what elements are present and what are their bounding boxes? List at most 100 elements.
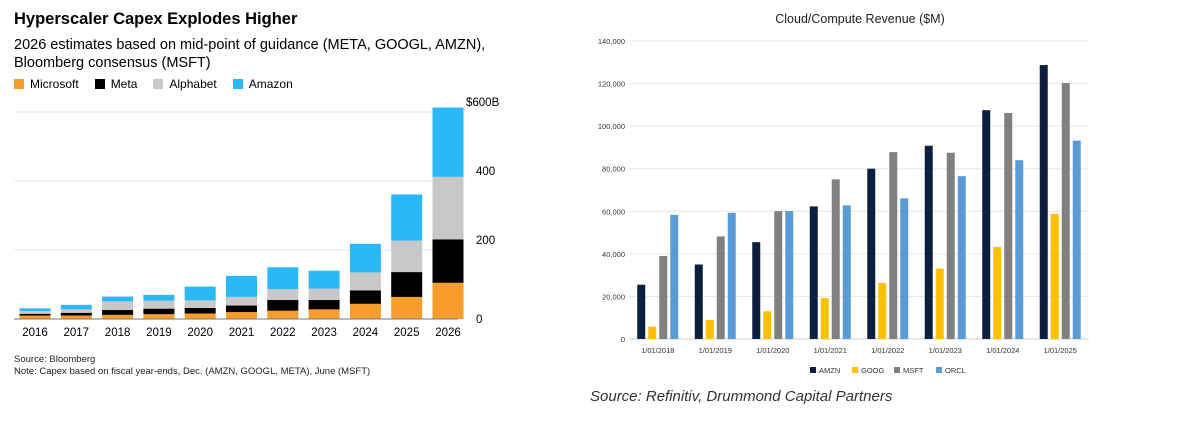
x-tick-label: 1/01/2020 xyxy=(756,346,789,355)
bar-meta xyxy=(226,305,257,313)
bar-alphabet xyxy=(308,288,340,301)
y-tick-label: 40,000 xyxy=(602,250,625,259)
x-tick-label: 2018 xyxy=(105,327,131,339)
legend-label: AMZN xyxy=(819,366,840,375)
x-tick-label: 1/01/2022 xyxy=(871,346,904,355)
bar-meta xyxy=(391,272,423,297)
bar-amazon xyxy=(226,275,257,297)
bar-alphabet xyxy=(184,300,216,308)
bar-goog xyxy=(820,298,829,339)
bar-microsoft xyxy=(143,314,175,319)
bar-microsoft xyxy=(19,315,51,319)
left-chart-title: Hyperscaler Capex Explodes Higher xyxy=(14,10,298,28)
bar-amzn xyxy=(637,284,646,339)
x-tick-label: 2021 xyxy=(229,327,255,339)
bar-microsoft xyxy=(60,315,92,319)
bar-alphabet xyxy=(143,300,175,309)
bar-amazon xyxy=(60,304,92,310)
x-tick-label: 1/01/2019 xyxy=(699,346,732,355)
bar-alphabet xyxy=(267,288,299,301)
legend-label: Alphabet xyxy=(169,77,217,91)
bar-microsoft xyxy=(432,282,464,319)
bar-msft xyxy=(946,152,955,339)
x-tick-label: 2017 xyxy=(64,327,90,339)
bar-amazon xyxy=(102,296,134,302)
bar-amzn xyxy=(1039,65,1048,339)
bar-orcl xyxy=(957,176,966,339)
bar-meta xyxy=(19,313,51,316)
x-tick-label: 1/01/2021 xyxy=(814,346,847,355)
left-chart-subtitle: 2026 estimates based on mid-point of gui… xyxy=(14,37,486,71)
bar-amazon xyxy=(391,194,423,241)
bar-amzn xyxy=(694,264,703,339)
bar-goog xyxy=(705,320,714,339)
bar-orcl xyxy=(727,212,736,339)
legend-label: Microsoft xyxy=(30,77,79,91)
legend-amazon: Amazon xyxy=(232,77,293,91)
y-tick-label: 0 xyxy=(621,335,625,344)
bar-meta xyxy=(184,307,216,314)
bar-alphabet xyxy=(60,309,92,313)
x-tick-label: 1/01/2023 xyxy=(929,346,962,355)
legend-label: GOOG xyxy=(861,366,885,375)
bar-alphabet xyxy=(102,301,134,311)
legend-swatch-goog xyxy=(852,367,858,373)
y-tick-label: 20,000 xyxy=(602,292,625,301)
bar-amazon xyxy=(308,270,340,289)
bar-amzn xyxy=(752,242,761,339)
bar-alphabet xyxy=(391,240,423,273)
x-tick-label: 2023 xyxy=(311,327,337,339)
bar-orcl xyxy=(842,205,851,339)
x-tick-label: 2025 xyxy=(394,327,420,339)
bar-microsoft xyxy=(184,313,216,319)
bar-meta xyxy=(267,300,299,311)
bar-amazon xyxy=(19,308,51,312)
y-tick-label: 60,000 xyxy=(602,207,625,216)
x-tick-label: 1/01/2024 xyxy=(986,346,1019,355)
bar-orcl xyxy=(785,211,794,339)
bar-msft xyxy=(831,179,840,339)
bar-meta xyxy=(102,310,134,315)
bar-alphabet xyxy=(226,296,257,306)
y-tick-label: 0 xyxy=(476,314,482,326)
note-text: Note: Capex based on fiscal year-ends, D… xyxy=(14,366,371,377)
bar-goog xyxy=(935,268,944,339)
x-tick-label: 1/01/2018 xyxy=(641,346,674,355)
bar-microsoft xyxy=(102,314,134,319)
bar-msft xyxy=(659,255,668,339)
legend-swatch-msft xyxy=(894,367,900,373)
bar-microsoft xyxy=(267,310,299,319)
bar-meta xyxy=(143,308,175,315)
bar-amzn xyxy=(867,168,876,339)
bar-microsoft xyxy=(308,309,340,319)
bar-msft xyxy=(716,236,725,339)
x-tick-label: 2024 xyxy=(353,327,379,339)
legend-label: ORCL xyxy=(945,366,966,375)
bar-msft xyxy=(1004,112,1013,340)
right-chart-source: Source: Refinitiv, Drummond Capital Part… xyxy=(590,388,893,405)
x-tick-label: 2016 xyxy=(22,327,48,339)
bar-alphabet xyxy=(349,272,381,291)
bar-microsoft xyxy=(391,296,423,319)
bar-msft xyxy=(774,211,783,339)
bar-goog xyxy=(1050,214,1059,339)
bar-msft xyxy=(889,152,898,339)
legend-label: MSFT xyxy=(903,366,924,375)
legend-swatch-amzn xyxy=(810,367,816,373)
bar-meta xyxy=(349,290,381,304)
bar-microsoft xyxy=(226,312,257,319)
x-tick-label: 2020 xyxy=(187,327,213,339)
bar-meta xyxy=(60,312,92,316)
bar-amazon xyxy=(184,286,216,301)
x-tick-label: 2022 xyxy=(270,327,296,339)
bar-goog xyxy=(993,247,1002,339)
bar-microsoft xyxy=(349,303,381,319)
y-tick-label: 120,000 xyxy=(598,80,625,89)
x-tick-label: 2026 xyxy=(435,327,461,339)
bar-goog xyxy=(763,311,772,339)
bar-amzn xyxy=(809,206,818,339)
bar-amazon xyxy=(432,107,464,177)
legend-label: Meta xyxy=(110,77,138,91)
bar-amazon xyxy=(349,243,381,273)
bar-amazon xyxy=(143,294,175,301)
